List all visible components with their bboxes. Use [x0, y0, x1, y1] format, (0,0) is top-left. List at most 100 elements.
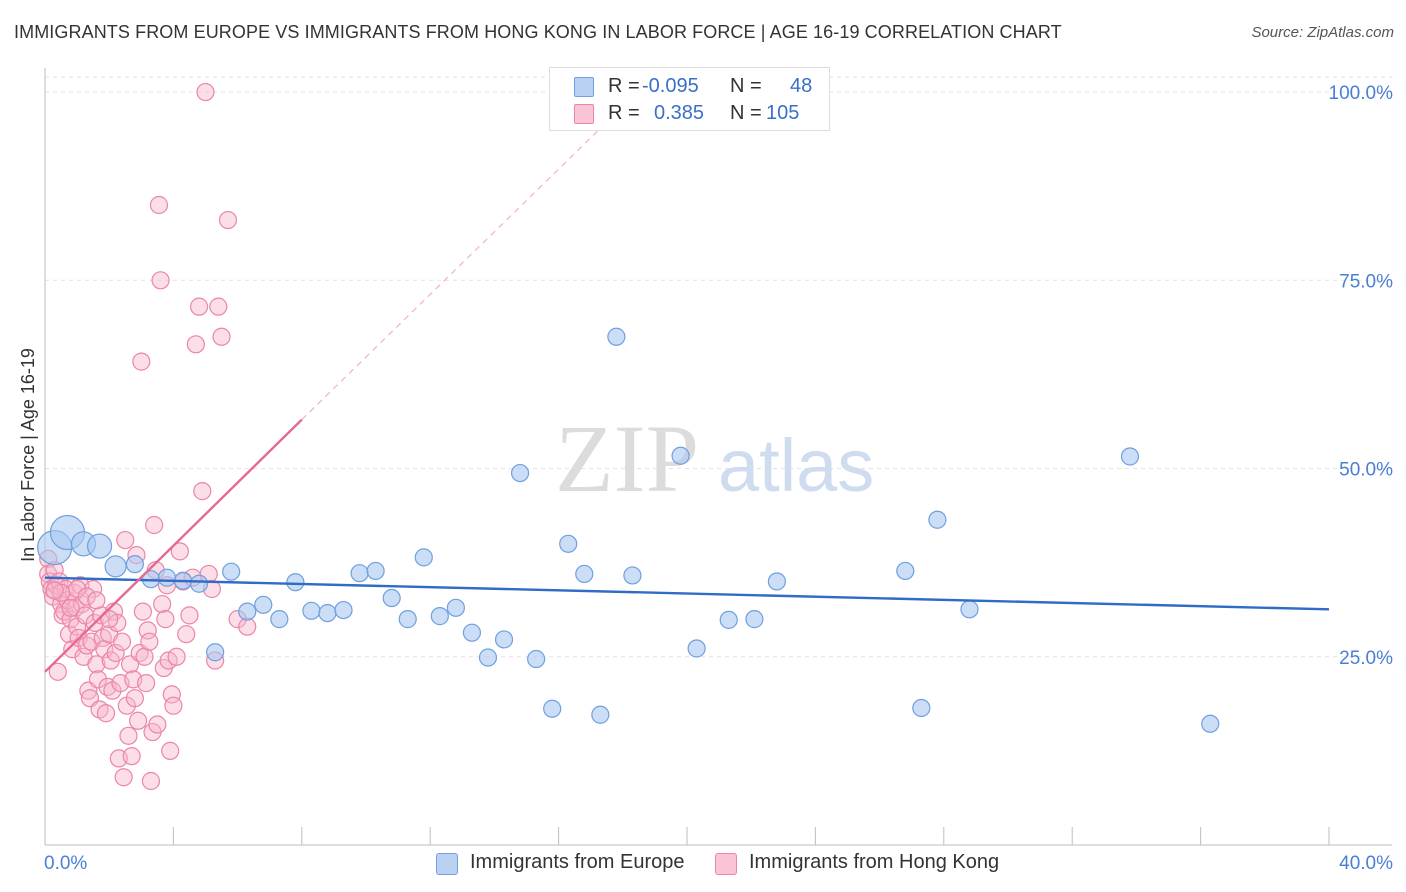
x-tick-label: 40.0% [1339, 853, 1393, 874]
data-point-europe [575, 564, 594, 584]
data-point-europe [366, 561, 385, 581]
legend-n-label: N = [730, 75, 762, 97]
data-point-europe [745, 610, 764, 629]
data-point-europe [671, 446, 690, 465]
data-point-hongkong [128, 711, 148, 730]
trend-line-hongkong-extension [301, 121, 608, 421]
legend-swatch-hongkong [574, 104, 594, 124]
data-point-hongkong [45, 581, 64, 600]
watermark: ZIP atlas [555, 405, 874, 512]
trend-line-europe [44, 576, 1330, 611]
data-point-europe [896, 561, 915, 581]
data-point-europe [623, 566, 642, 585]
trend-line-hongkong [44, 418, 303, 673]
data-point-europe [687, 639, 706, 658]
data-point-europe [928, 510, 947, 529]
data-point-hongkong [140, 632, 159, 651]
data-point-europe [318, 603, 337, 623]
legend-r-label: R = [608, 75, 640, 97]
bottom-legend-label-europe: Immigrants from Europe [470, 851, 685, 873]
data-point-europe [430, 607, 449, 626]
data-point-hongkong [145, 515, 164, 535]
data-point-europe [398, 610, 417, 629]
data-point-hongkong [114, 768, 133, 787]
data-point-europe [222, 562, 241, 581]
data-point-hongkong [61, 598, 80, 617]
data-point-hongkong [161, 741, 180, 760]
data-point-hongkong [87, 655, 106, 674]
data-point-europe [1120, 447, 1140, 466]
data-point-hongkong [196, 82, 215, 102]
data-point-hongkong [119, 726, 138, 745]
data-point-hongkong [209, 297, 228, 316]
series-europe [37, 327, 1220, 733]
data-point-europe [238, 602, 257, 621]
tick-labels: 25.0% 50.0% 75.0% 100.0% 0.0% 40.0% [44, 83, 1393, 874]
data-point-europe [446, 598, 465, 617]
data-point-europe [125, 555, 144, 574]
data-point-hongkong [151, 271, 170, 290]
data-point-hongkong [162, 685, 181, 704]
data-point-europe [270, 610, 289, 629]
data-point-hongkong [88, 670, 108, 689]
legend-n-value: 105 [766, 102, 800, 124]
data-point-hongkong [193, 482, 212, 501]
data-point-hongkong [138, 621, 157, 640]
data-point-europe [350, 564, 369, 583]
chart-title: IMMIGRANTS FROM EUROPE VS IMMIGRANTS FRO… [14, 22, 1062, 42]
data-point-hongkong [133, 602, 153, 621]
data-point-hongkong [84, 579, 103, 599]
data-point-hongkong [153, 594, 172, 614]
data-point-europe [104, 555, 127, 578]
data-point-europe [286, 573, 305, 592]
bottom-legend-swatch-europe [436, 853, 458, 875]
data-point-europe [559, 534, 578, 553]
data-point-europe [591, 705, 610, 724]
data-point-hongkong [125, 689, 144, 708]
data-point-hongkong [135, 647, 154, 666]
data-point-hongkong [189, 297, 209, 316]
data-point-hongkong [149, 195, 169, 215]
data-point-hongkong [87, 591, 106, 610]
data-point-europe [334, 600, 353, 620]
gridlines [45, 76, 1392, 658]
data-point-hongkong [112, 632, 132, 651]
data-point-hongkong [96, 704, 116, 723]
legend-r-label: R = [608, 102, 640, 124]
data-point-hongkong [100, 610, 119, 629]
data-point-europe [510, 463, 530, 483]
data-point-hongkong [132, 352, 151, 371]
data-point-europe [767, 572, 786, 591]
data-point-europe [912, 698, 931, 718]
data-point-europe [1201, 714, 1220, 733]
data-point-europe [960, 600, 979, 619]
data-point-hongkong [186, 335, 205, 354]
y-tick-label: 25.0% [1339, 648, 1393, 669]
data-point-hongkong [164, 696, 183, 715]
bottom-legend-swatch-hongkong [715, 853, 737, 875]
data-point-hongkong [167, 647, 186, 666]
data-point-europe [494, 630, 514, 649]
data-point-europe [382, 588, 401, 608]
data-point-hongkong [177, 625, 196, 644]
y-axis-title: In Labor Force | Age 16-19 [18, 348, 38, 562]
data-point-hongkong [116, 530, 135, 550]
y-tick-label: 75.0% [1339, 271, 1393, 292]
data-point-europe [414, 548, 433, 567]
data-point-europe [543, 699, 562, 718]
data-point-europe [254, 595, 273, 614]
y-tick-label: 100.0% [1329, 83, 1394, 104]
data-point-europe [86, 533, 113, 559]
legend-n-label: N = [730, 102, 762, 124]
data-point-hongkong [106, 643, 125, 663]
data-point-europe [527, 649, 546, 669]
correlation-legend: R = -0.095 N = 48 R = 0.385 N = 105 [549, 67, 830, 131]
data-point-europe [206, 643, 225, 662]
data-point-hongkong [76, 606, 95, 625]
data-point-hongkong [141, 771, 161, 791]
data-point-hongkong [218, 210, 238, 230]
data-point-europe [719, 610, 738, 629]
data-point-hongkong [122, 747, 141, 766]
data-point-europe [302, 601, 321, 620]
